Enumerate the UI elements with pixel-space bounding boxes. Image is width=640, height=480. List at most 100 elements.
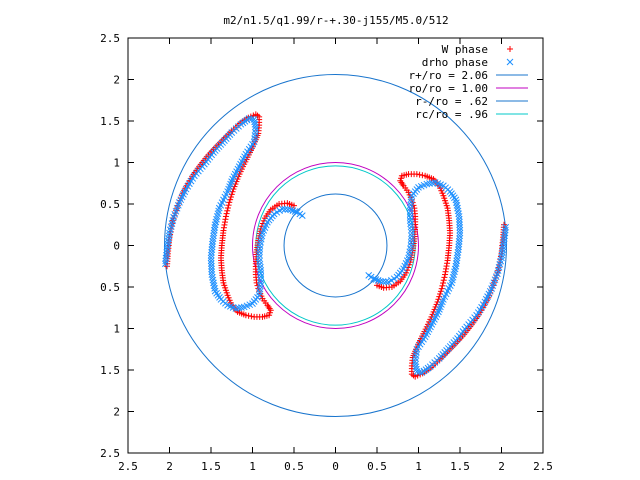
point-cross <box>164 237 172 245</box>
point-cross <box>162 254 170 262</box>
point-cross <box>455 237 463 245</box>
point-cross <box>163 246 171 254</box>
x-tick-label: 2.5 <box>118 460 138 473</box>
point-cross <box>456 226 464 234</box>
legend-label: rc/ro = .96 <box>415 108 488 121</box>
legend-marker <box>507 46 513 52</box>
x-tick-label: 2.5 <box>533 460 553 473</box>
y-tick-label: 2 <box>113 406 120 419</box>
point-cross <box>455 243 462 251</box>
point-cross <box>382 278 390 286</box>
x-tick-label: 1.5 <box>201 460 221 473</box>
point-cross <box>365 272 373 279</box>
point-cross <box>455 215 463 223</box>
point-cross <box>207 260 215 267</box>
legend-label: ro/ro = 1.00 <box>409 82 488 95</box>
point-plus <box>440 280 447 287</box>
point-cross <box>208 265 215 273</box>
x-tick-label: 0.5 <box>284 460 304 473</box>
point-cross <box>501 229 509 237</box>
point-cross <box>162 251 170 259</box>
x-tick-label: 2 <box>166 460 173 473</box>
y-tick-label: 2.5 <box>100 32 120 45</box>
point-cross <box>501 226 509 234</box>
point-cross <box>501 232 509 240</box>
point-cross <box>502 223 510 231</box>
point-plus <box>419 172 426 179</box>
point-cross <box>456 235 463 242</box>
y-tick-label: 1 <box>113 323 120 336</box>
point-cross <box>499 243 507 251</box>
y-tick-label: 0.5 <box>100 198 120 211</box>
point-cross <box>210 232 217 240</box>
reference-circles <box>164 74 507 417</box>
y-tick-label: 2.5 <box>100 447 120 460</box>
point-cross <box>500 237 508 245</box>
point-cross <box>498 249 506 256</box>
chart-title: m2/n1.5/q1.99/r-+.30-j155/M5.0/512 <box>223 14 448 27</box>
point-cross <box>208 243 216 251</box>
point-cross <box>257 276 265 284</box>
point-cross <box>281 205 289 213</box>
point-cross <box>284 206 292 213</box>
circle-rc/ro = .96 <box>255 165 416 326</box>
point-plus <box>440 277 447 284</box>
point-plus <box>422 172 429 179</box>
point-cross <box>376 277 384 285</box>
point-cross <box>456 224 464 231</box>
point-cross <box>454 246 462 254</box>
point-cross <box>500 240 507 248</box>
point-cross <box>500 235 508 242</box>
point-cross <box>165 232 173 240</box>
point-plus <box>438 285 445 292</box>
point-cross <box>210 229 218 237</box>
point-cross <box>406 207 414 215</box>
y-tick-label: 2 <box>113 74 120 87</box>
point-cross <box>161 260 169 268</box>
point-cross <box>374 277 382 284</box>
point-cross <box>162 257 170 265</box>
point-cross <box>257 270 265 277</box>
x-tick-label: 1.5 <box>450 460 470 473</box>
point-plus <box>224 204 231 211</box>
point-cross <box>208 262 215 270</box>
point-plus <box>225 202 232 209</box>
y-tick-label: 1 <box>113 157 120 170</box>
point-cross <box>412 360 419 368</box>
legend-label: r-/ro = .62 <box>415 95 488 108</box>
point-cross <box>454 251 461 259</box>
point-cross <box>287 206 295 214</box>
point-cross <box>406 211 414 218</box>
y-tick-label: 0.5 <box>100 281 120 294</box>
point-plus <box>439 282 446 289</box>
point-cross <box>208 246 216 254</box>
point-cross <box>208 249 215 256</box>
point-plus <box>226 199 233 206</box>
point-cross <box>455 240 463 248</box>
point-plus <box>441 274 448 281</box>
point-cross <box>456 221 463 229</box>
legend-marker <box>506 58 514 66</box>
point-cross <box>406 214 414 221</box>
axis-ticks: 2.5 2 1.5 1 0.5 0 0.5 1 1.5 2 2.52.521.510.500.511… <box>100 32 553 473</box>
data-points <box>161 111 510 380</box>
point-plus <box>224 207 231 214</box>
point-cross <box>209 235 217 242</box>
point-cross <box>289 207 297 214</box>
point-cross <box>209 237 217 245</box>
point-cross <box>452 262 460 270</box>
point-cross <box>207 257 215 265</box>
point-cross <box>456 218 463 226</box>
point-cross <box>207 254 215 262</box>
point-cross <box>453 257 461 265</box>
point-cross <box>211 221 219 229</box>
point-cross <box>209 240 216 248</box>
point-cross <box>372 276 380 283</box>
point-cross <box>291 208 299 215</box>
legend-label: drho phase <box>422 56 488 69</box>
point-plus <box>223 210 230 217</box>
point-cross <box>279 205 286 213</box>
point-cross <box>207 251 215 259</box>
